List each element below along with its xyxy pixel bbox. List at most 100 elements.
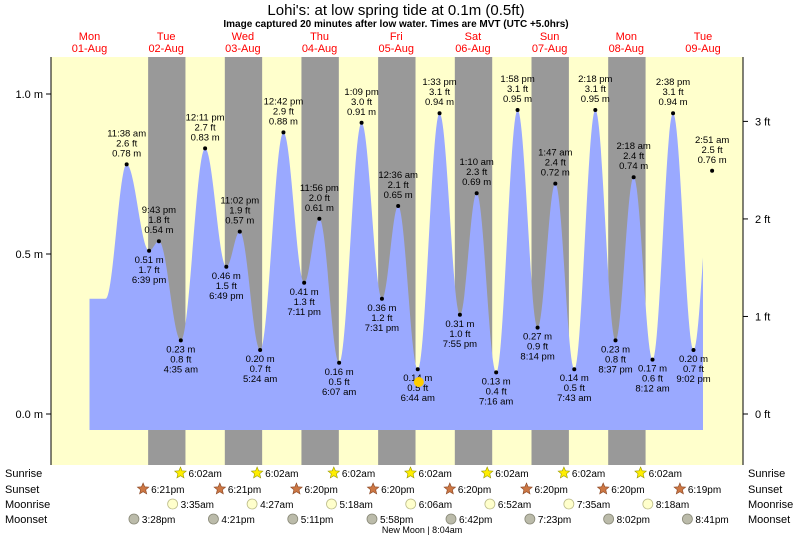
- tide-label: 1:33 pm: [422, 77, 456, 88]
- moonset-time: 6:42pm: [459, 515, 492, 526]
- sunrise-icon: [557, 466, 571, 479]
- tide-label: 3.1 ft: [429, 87, 450, 98]
- tide-point: [553, 181, 558, 186]
- tide-label: 12:42 pm: [264, 96, 304, 107]
- tide-point: [631, 175, 636, 180]
- moonset-icon: [603, 513, 615, 525]
- moonset-icon: [445, 513, 457, 525]
- tide-label: 0.61 m: [305, 203, 334, 214]
- tide-point: [203, 146, 208, 151]
- tide-label: 0.13 m: [482, 376, 511, 387]
- tide-label: 8:12 am: [635, 384, 669, 395]
- tide-label: 6:39 pm: [132, 275, 166, 286]
- tide-label: 1.0 ft: [449, 329, 470, 340]
- sunrise-icon: [173, 466, 187, 479]
- moonrise-icon: [167, 498, 179, 510]
- current-tide-marker: [413, 377, 424, 387]
- day-date: 03-Aug: [225, 43, 260, 55]
- moonset-time: 3:28pm: [142, 515, 175, 526]
- row-label-right: Sunrise: [748, 468, 785, 480]
- day-weekday: Wed: [232, 31, 254, 43]
- tide-label: 0.9 ft: [527, 342, 548, 353]
- tide-label: 1.7 ft: [139, 265, 160, 276]
- moonset-icon: [681, 513, 693, 525]
- tide-point: [671, 111, 676, 116]
- tide-point: [437, 111, 442, 116]
- day-date: 09-Aug: [685, 43, 720, 55]
- day-weekday: Mon: [616, 31, 637, 43]
- sunset-time: 6:21pm: [228, 485, 261, 496]
- sunset-time: 6:20pm: [611, 485, 644, 496]
- tide-label: 0.51 m: [135, 255, 164, 266]
- sunset-time: 6:19pm: [688, 485, 721, 496]
- tide-label: 2:51 am: [695, 135, 729, 146]
- sunset-icon: [289, 482, 303, 495]
- tide-label: 2:18 am: [616, 141, 650, 152]
- sunset-time: 6:21pm: [151, 485, 184, 496]
- tide-label: 0.5 ft: [564, 383, 585, 394]
- sunrise-time: 6:02am: [419, 469, 452, 480]
- tide-label: 2.0 ft: [309, 193, 330, 204]
- tide-point: [124, 162, 129, 167]
- moonrise-time: 4:27am: [260, 500, 293, 511]
- moonrise-time: 6:52am: [498, 500, 531, 511]
- tide-point: [613, 338, 618, 343]
- tide-point: [515, 108, 520, 112]
- sunset-time: 6:20pm: [304, 485, 337, 496]
- tide-label: 0.20 m: [679, 354, 708, 365]
- axes: 0.0 m 0.5 m 1.0 m 0 ft 1 ft 2 ft 3 ft: [15, 57, 770, 465]
- tide-label: 8:37 pm: [598, 364, 632, 375]
- tide-label: 2.4 ft: [545, 158, 566, 169]
- tide-label: 2.6 ft: [116, 138, 137, 149]
- sunrise-time: 6:02am: [342, 469, 375, 480]
- sunrise-icon: [634, 466, 648, 479]
- tide-label: 3.1 ft: [662, 87, 683, 98]
- tide-label: 1.9 ft: [229, 206, 250, 217]
- tide-point: [415, 367, 420, 372]
- tide-point: [302, 280, 307, 285]
- tide-label: 2.7 ft: [195, 122, 216, 133]
- tide-curve: [89, 110, 703, 430]
- tide-point: [572, 367, 577, 372]
- tide-label: 0.23 m: [166, 344, 195, 355]
- sun-moon-table: Sunrise Sunrise 6:02am 6:02am 6:02am 6:02am 6:…: [5, 466, 793, 535]
- tide-label: 7:43 am: [557, 393, 591, 404]
- tide-label: 0.36 m: [367, 303, 396, 314]
- tide-label: 0.14 m: [560, 373, 589, 384]
- moonset-time: 5:11pm: [301, 515, 334, 526]
- row-label-left: Sunrise: [5, 468, 42, 480]
- moonrise-time: 7:35am: [577, 500, 610, 511]
- sunset-icon: [673, 482, 687, 495]
- tide-label: 0.95 m: [503, 94, 532, 105]
- tide-label: 0.8 ft: [605, 354, 626, 365]
- tide-label: 2.1 ft: [388, 180, 409, 191]
- moonrise-time: 8:18am: [656, 500, 689, 511]
- tide-label: 0.74 m: [619, 161, 648, 172]
- moonset-time: 8:41pm: [695, 515, 728, 526]
- day-weekday: Tue: [694, 31, 713, 43]
- chart-subtitle: Image captured 20 minutes after low wate…: [223, 19, 568, 30]
- moonrise-icon: [405, 498, 417, 510]
- sunrise-icon: [404, 466, 417, 479]
- sunset-icon: [596, 482, 610, 495]
- tide-label: 1:47 am: [538, 148, 572, 159]
- moonrise-time: 3:35am: [181, 500, 214, 511]
- sunrise-time: 6:02am: [495, 469, 528, 480]
- tide-label: 1:09 pm: [344, 87, 378, 98]
- right-tick-label: 2 ft: [755, 214, 770, 226]
- day-weekday: Tue: [157, 31, 176, 43]
- tide-point: [710, 168, 715, 173]
- tide-label: 0.6 ft: [642, 374, 663, 385]
- sunset-icon: [213, 482, 227, 495]
- tide-label: 7:55 pm: [443, 339, 477, 350]
- moonrise-time: 6:06am: [419, 500, 452, 511]
- tide-labels: 11:38 am2.6 ft0.78 m 0.51 m1.7 ft6:39 pm 9…: [107, 74, 729, 407]
- left-tick-label: 0.5 m: [15, 249, 43, 261]
- tide-label: 0.76 m: [698, 155, 727, 166]
- sunset-time: 6:20pm: [381, 485, 414, 496]
- tide-point: [396, 204, 401, 208]
- moonset-time: 4:21pm: [221, 515, 254, 526]
- tide-label: 0.5 ft: [407, 383, 428, 394]
- day-labels: Mon01-AugTue02-AugWed03-AugThu04-AugFri0…: [72, 31, 721, 55]
- tide-label: 9:02 pm: [676, 374, 710, 385]
